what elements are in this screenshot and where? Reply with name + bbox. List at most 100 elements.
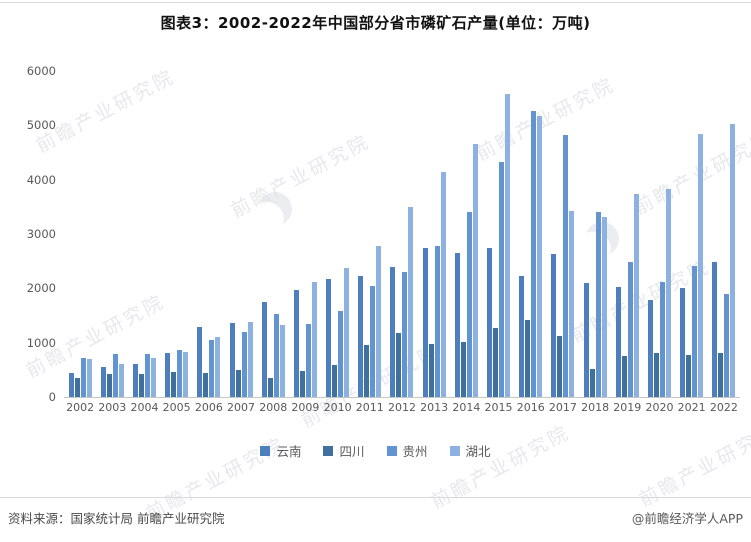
bar-云南-2018 <box>583 283 589 397</box>
bar-贵州-2017 <box>563 135 569 397</box>
bar-贵州-2022 <box>724 294 730 397</box>
bar-湖北-2020 <box>665 189 671 397</box>
legend-item-四川: 四川 <box>323 441 365 460</box>
bar-四川-2007 <box>235 370 241 397</box>
bar-湖北-2009 <box>311 282 317 397</box>
bar-云南-2015 <box>487 248 493 397</box>
bar-贵州-2011 <box>370 286 376 397</box>
bar-湖北-2019 <box>633 194 639 397</box>
bar-贵州-2021 <box>692 266 698 397</box>
legend: 云南 四川 贵州 湖北 <box>0 441 751 460</box>
bar-group-2019 <box>611 71 643 397</box>
app-credit-text: @前瞻经济学人APP <box>631 511 743 526</box>
x-tick-label: 2018 <box>581 401 610 414</box>
x-tick-label: 2011 <box>355 401 384 414</box>
bar-group-2002 <box>64 71 96 397</box>
bar-贵州-2007 <box>241 332 247 397</box>
bar-group-2011 <box>354 71 386 397</box>
bar-四川-2013 <box>428 344 434 397</box>
x-tick-label: 2019 <box>613 401 642 414</box>
x-tick-label: 2016 <box>516 401 545 414</box>
legend-swatch-icon <box>386 445 397 456</box>
bar-贵州-2008 <box>273 314 279 397</box>
bar-贵州-2006 <box>209 340 215 397</box>
bar-湖北-2013 <box>440 172 446 397</box>
bar-云南-2012 <box>390 267 396 397</box>
x-tick-label: 2010 <box>323 401 352 414</box>
x-tick-label: 2005 <box>162 401 191 414</box>
footer-divider <box>0 497 751 498</box>
bar-group-2006 <box>193 71 225 397</box>
bar-group-2013 <box>418 71 450 397</box>
bar-group-2015 <box>482 71 514 397</box>
bar-四川-2003 <box>106 374 112 397</box>
legend-item-湖北: 湖北 <box>449 441 491 460</box>
bar-云南-2006 <box>197 327 203 397</box>
x-tick-label: 2007 <box>227 401 256 414</box>
y-tick-label: 5000 <box>26 118 56 133</box>
bar-贵州-2016 <box>531 111 537 397</box>
bar-云南-2019 <box>615 287 621 397</box>
bar-湖北-2007 <box>247 322 253 397</box>
bar-四川-2011 <box>364 345 370 397</box>
bar-湖北-2017 <box>569 211 575 397</box>
y-tick-label: 6000 <box>26 64 56 78</box>
bar-湖北-2004 <box>150 358 156 397</box>
bar-贵州-2018 <box>595 212 601 397</box>
bar-湖北-2018 <box>601 217 607 397</box>
bar-group-2004 <box>128 71 160 397</box>
x-tick-label: 2014 <box>452 401 481 414</box>
x-tick-label: 2020 <box>645 401 674 414</box>
bar-贵州-2013 <box>434 246 440 397</box>
bar-云南-2022 <box>712 262 718 397</box>
bar-group-2005 <box>161 71 193 397</box>
bar-云南-2014 <box>454 253 460 397</box>
bar-贵州-2019 <box>627 262 633 397</box>
x-tick-label: 2004 <box>130 401 159 414</box>
source-text: 资料来源：国家统计局 前瞻产业研究院 <box>8 511 225 526</box>
bar-云南-2002 <box>68 373 74 397</box>
legend-swatch-icon <box>449 445 460 456</box>
bar-四川-2012 <box>396 333 402 397</box>
bar-贵州-2002 <box>80 358 86 397</box>
bar-云南-2004 <box>132 364 138 397</box>
bar-四川-2014 <box>460 342 466 397</box>
bars-container <box>64 71 740 397</box>
legend-item-云南: 云南 <box>260 441 301 460</box>
bar-云南-2017 <box>551 254 557 397</box>
legend-label: 贵州 <box>402 444 428 459</box>
bar-四川-2017 <box>557 336 563 397</box>
legend-swatch-icon <box>323 445 334 456</box>
top-divider <box>0 2 751 3</box>
legend-item-贵州: 贵州 <box>386 441 428 460</box>
bar-贵州-2003 <box>112 354 118 397</box>
bar-湖北-2010 <box>344 268 350 397</box>
bar-贵州-2009 <box>305 324 311 397</box>
bar-云南-2013 <box>422 248 428 397</box>
bar-group-2017 <box>547 71 579 397</box>
bar-四川-2005 <box>171 372 177 397</box>
bar-湖北-2006 <box>215 337 221 397</box>
y-tick-label: 4000 <box>26 172 56 187</box>
bar-四川-2020 <box>653 353 659 397</box>
bar-湖北-2005 <box>183 352 189 397</box>
bar-group-2014 <box>450 71 482 397</box>
bar-group-2020 <box>643 71 675 397</box>
legend-swatch-icon <box>260 445 271 456</box>
bar-贵州-2005 <box>177 350 183 397</box>
bar-四川-2010 <box>332 365 338 397</box>
bar-湖北-2022 <box>730 124 736 397</box>
chart-title: 图表3：2002-2022年中国部分省市磷矿石产量(单位：万吨) <box>160 14 591 32</box>
x-tick-label: 2008 <box>259 401 288 414</box>
bar-四川-2006 <box>203 373 209 397</box>
bar-贵州-2014 <box>466 212 472 397</box>
bar-云南-2016 <box>519 276 525 397</box>
bar-group-2022 <box>708 71 740 397</box>
bar-group-2021 <box>676 71 708 397</box>
y-tick-label: 3000 <box>26 227 56 241</box>
bar-四川-2004 <box>138 374 144 397</box>
x-tick-label: 2021 <box>677 401 706 414</box>
y-tick-label: 1000 <box>26 335 56 350</box>
bar-贵州-2012 <box>402 272 408 397</box>
